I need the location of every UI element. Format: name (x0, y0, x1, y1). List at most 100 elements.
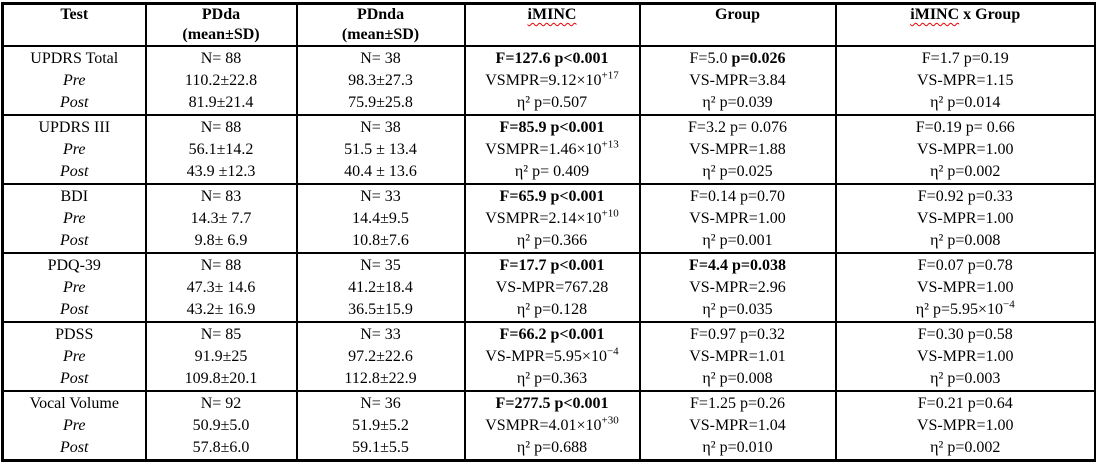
text-segment: η² p=0.688 (516, 439, 588, 456)
text-segment: 57.8±6.0 (192, 439, 250, 456)
header-row: Test PDda (mean±SD) PDnda (mean±SD) iMIN… (1, 2, 1096, 47)
text-segment: η² p=0.363 (516, 370, 588, 387)
cell-line: F=0.14 p=0.70 (642, 186, 834, 208)
cell-bdi-iminc-x-group: F=0.92 p=0.33 VS-MPR=1.00 η² p=0.008 (834, 183, 1096, 254)
cell-line: 43.9 ±12.3 (148, 161, 295, 182)
cell-line: PDQ-39 (5, 255, 144, 277)
cell-line: Pre (5, 139, 144, 161)
text-segment: VS-MPR=3.84 (689, 72, 786, 89)
cell-pdq-39-iminc-x-group: F=0.07 p=0.78 VS-MPR=1.00 η² p=5.95×10−4 (834, 252, 1096, 323)
cell-line: VS-MPR=1.88 (642, 139, 834, 161)
text-segment: VS-MPR=1.00 (916, 279, 1014, 296)
cell-updrs-total-pdnda: N= 38 98.3±27.3 75.9±25.8 (295, 45, 466, 116)
text-segment: 40.4 ± 13.6 (344, 163, 417, 180)
cell-line: N= 88 (148, 48, 295, 70)
cell-updrs-total-iminc-x-group: F=1.7 p=0.19 VS-MPR=1.15 η² p=0.014 (834, 45, 1096, 116)
cell-pdss-iminc: F=66.2 p<0.001 VS-MPR=5.95×10−4 η² p=0.363 (463, 321, 641, 392)
cell-pdss-pdda: N= 85 91.9±25 109.8±20.1 (144, 321, 298, 392)
text-segment: F=0.19 p= 0.66 (915, 119, 1015, 136)
text-segment: 110.2±22.8 (184, 72, 258, 89)
text-segment: η² p=0.001 (702, 232, 773, 249)
cell-line: 40.4 ± 13.6 (299, 161, 463, 182)
cell-line: F=0.92 p=0.33 (838, 186, 1094, 208)
text-segment: η² p=0.039 (702, 94, 773, 111)
text-segment: 75.9±25.8 (348, 94, 413, 111)
text-segment: N= 36 (360, 395, 401, 412)
cell-line: η² p= 0.409 (467, 161, 638, 182)
text-segment: PDQ-39 (47, 257, 101, 274)
table-body: UPDRS Total Pre Post N= 88 110.2±22.8 81.9±21… (1, 45, 1096, 462)
text-segment: 56.1±14.2 (188, 141, 254, 158)
cell-vocal-volume-group: F=1.25 p=0.26 VS-MPR=1.04 η² p=0.010 (638, 390, 837, 462)
text-segment: 51.5 ± 13.4 (344, 141, 417, 158)
cell-line: F=17.7 p<0.001 (467, 255, 638, 277)
cell-line: η² p=0.014 (838, 92, 1094, 113)
text-segment: 98.3±27.3 (348, 72, 413, 89)
text-segment: η² p=0.366 (516, 232, 588, 249)
cell-line: F=277.5 p<0.001 (467, 393, 638, 415)
header-label-misspelled: iMINC (527, 6, 577, 23)
cell-vocal-volume-iminc-x-group: F=0.21 p=0.64 VS-MPR=1.00 η² p=0.002 (834, 390, 1096, 462)
text-segment: F=0.97 p=0.32 (690, 326, 785, 343)
text-segment: Post (60, 301, 89, 318)
cell-line: VSMPR=4.01×10+30 (467, 415, 638, 437)
cell-line: η² p=0.507 (467, 92, 638, 113)
text-segment: VS-MPR=1.00 (916, 417, 1014, 434)
cell-line: F=0.19 p= 0.66 (838, 117, 1094, 139)
cell-line: 56.1±14.2 (148, 139, 295, 161)
cell-line: N= 38 (299, 48, 463, 70)
cell-line: N= 92 (148, 393, 295, 415)
text-segment: p=0.026 (731, 50, 786, 67)
cell-line: F=1.7 p=0.19 (838, 48, 1094, 70)
text-segment: +17 (601, 69, 619, 82)
cell-vocal-volume-pdda: N= 92 50.9±5.0 57.8±6.0 (144, 390, 298, 462)
text-segment: Pre (62, 210, 86, 227)
column-header-test: Test (1, 2, 147, 47)
cell-line: 59.1±5.5 (299, 437, 463, 459)
cell-line: Pre (5, 277, 144, 299)
text-segment: VSMPR=2.14×10 (485, 210, 602, 227)
cell-line: N= 35 (299, 255, 463, 277)
text-segment: η² p= 0.409 (514, 163, 590, 180)
text-segment: 9.8± 6.9 (194, 232, 248, 249)
text-segment: F=0.07 p=0.78 (917, 257, 1013, 274)
cell-line: Vocal Volume (5, 393, 144, 415)
column-header-iminc-x-group: iMINC x Group (834, 2, 1096, 47)
column-header-pdda: PDda (mean±SD) (144, 2, 298, 47)
cell-pdss-pdnda: N= 33 97.2±22.6 112.8±22.9 (295, 321, 466, 392)
table-row-updrs-total: UPDRS Total Pre Post N= 88 110.2±22.8 81.9±21… (1, 45, 1096, 116)
cell-updrs-iii-iminc: F=85.9 p<0.001 VSMPR=1.46×10+13 η² p= 0.40… (463, 114, 641, 185)
text-segment: VS-MPR=1.01 (689, 348, 786, 365)
header-label: x Group (959, 6, 1021, 23)
text-segment: F=277.5 p<0.001 (495, 395, 609, 412)
cell-line: N= 88 (148, 117, 295, 139)
text-segment: 43.9 ±12.3 (186, 163, 256, 180)
text-segment: VS-MPR=1.15 (916, 72, 1014, 89)
cell-vocal-volume-iminc: F=277.5 p<0.001 VSMPR=4.01×10+30 η² p=0.68… (463, 390, 641, 462)
text-segment: F=0.21 p=0.64 (917, 395, 1013, 412)
text-segment: F=66.2 p<0.001 (499, 326, 605, 343)
cell-line: F=5.0 p=0.026 (642, 48, 834, 70)
cell-line: 14.3± 7.7 (148, 208, 295, 230)
text-segment: VSMPR=1.46×10 (485, 141, 602, 158)
cell-line: N= 36 (299, 393, 463, 415)
text-segment: F=0.14 p=0.70 (690, 188, 785, 205)
cell-line: F=85.9 p<0.001 (467, 117, 638, 139)
cell-updrs-iii-test: UPDRS III Pre Post (1, 114, 147, 185)
cell-line: Post (5, 299, 144, 320)
text-segment: 14.4±9.5 (352, 210, 409, 227)
text-segment: UPDRS III (38, 119, 111, 136)
text-segment: +13 (601, 138, 619, 151)
cell-line: F=127.6 p<0.001 (467, 48, 638, 70)
cell-line: VS-MPR=1.00 (838, 277, 1094, 299)
cell-updrs-iii-pdnda: N= 38 51.5 ± 13.4 40.4 ± 13.6 (295, 114, 466, 185)
cell-line: Post (5, 92, 144, 113)
text-segment: Pre (62, 72, 86, 89)
text-segment: N= 33 (360, 326, 401, 343)
text-segment: Post (60, 163, 89, 180)
header-label: PDda (201, 6, 241, 23)
text-segment: η² p=0.010 (702, 439, 773, 456)
cell-line: η² p=5.95×10−4 (838, 299, 1094, 320)
cell-updrs-total-iminc: F=127.6 p<0.001 VSMPR=9.12×10+17 η² p=0.50… (463, 45, 641, 116)
